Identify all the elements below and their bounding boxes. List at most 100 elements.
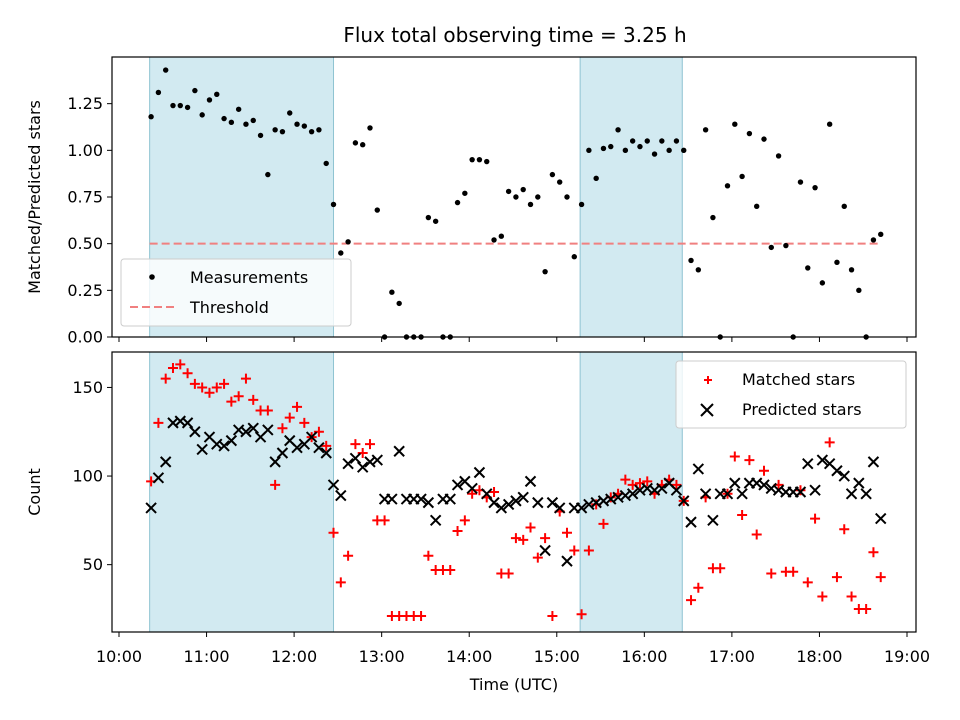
shaded-interval-2 [579, 56, 683, 338]
matched-star-point [561, 527, 572, 538]
matched-star-point [343, 550, 354, 561]
measurement-point [484, 158, 490, 165]
measurement-point [681, 147, 687, 154]
matched-star-point [788, 566, 799, 577]
x-tick-label: 14:00 [446, 647, 492, 666]
measurement-point [359, 142, 366, 148]
predicted-star-point [429, 514, 442, 527]
predicted-star-point [327, 479, 340, 491]
predicted-star-point [371, 454, 383, 466]
matched-star-point [262, 405, 273, 416]
measurement-point [265, 171, 271, 178]
predicted-star-point [481, 488, 493, 500]
measurement-point [214, 91, 220, 98]
matched-star-point [868, 547, 879, 558]
measurement-point [206, 97, 213, 103]
measurement-point [637, 143, 643, 150]
bottom-y-axis-label: Count [25, 468, 44, 516]
measurement-point [564, 194, 570, 200]
predicted-star-point [181, 417, 194, 429]
legend-predicted-label: Predicted stars [742, 400, 862, 419]
measurement-point [783, 242, 789, 249]
y-tick-label: 0.00 [67, 328, 103, 347]
x-tick-label: 16:00 [621, 647, 667, 666]
matched-star-point [642, 476, 653, 487]
bottom-legend-box [675, 360, 907, 429]
top-y-ticks: 0.00 0.25 0.50 0.75 1.00 1.25 [67, 94, 112, 347]
measurement-point [870, 237, 877, 243]
matched-star-point [167, 362, 178, 373]
predicted-star-point [670, 484, 683, 496]
measurement-point [848, 267, 855, 273]
y-tick-label: 0.50 [67, 234, 103, 253]
matched-star-point [831, 572, 842, 583]
predicted-star-point [313, 441, 325, 454]
measurement-point [199, 112, 205, 118]
predicted-star-point [291, 441, 303, 454]
measurement-point [323, 160, 329, 167]
matched-star-point [737, 510, 748, 521]
measurement-point [148, 114, 154, 120]
legend-predicted-marker [700, 403, 714, 417]
matched-star-point [824, 437, 835, 448]
matched-star-point [335, 577, 346, 588]
matched-star-point [423, 550, 434, 561]
measurement-point [177, 102, 183, 109]
predicted-star-point [802, 457, 814, 470]
predicted-star-point [495, 502, 508, 514]
matched-star-point [766, 568, 777, 579]
matched-star-point [328, 527, 339, 538]
measurement-point [498, 233, 505, 239]
measurement-point [272, 127, 278, 133]
measurement-point [761, 136, 767, 142]
matched-star-point [817, 591, 828, 602]
y-tick-label: 1.25 [67, 94, 103, 113]
predicted-star-point [794, 486, 807, 498]
predicted-star-point [809, 484, 821, 496]
measurement-point [170, 102, 176, 109]
matched-star-point [671, 479, 682, 490]
matched-star-point [211, 382, 222, 393]
predicted-star-point [656, 482, 668, 495]
measurement-point [462, 190, 468, 196]
matched-star-point [510, 533, 521, 544]
measurement-point [856, 287, 862, 294]
matched-star-point [620, 474, 631, 485]
matched-star-point [248, 394, 259, 405]
measurement-point [287, 110, 293, 116]
predicted-star-point [707, 514, 719, 527]
predicted-star-point [488, 496, 500, 509]
predicted-star-point [422, 496, 435, 509]
legend-measurements-marker [149, 274, 155, 280]
legend-threshold-label: Threshold [189, 298, 269, 317]
measurement-point [622, 147, 629, 154]
measurement-point [739, 173, 745, 180]
top-x-ticks [118, 337, 908, 342]
matched-star-point [861, 603, 872, 614]
measurement-point [505, 188, 512, 195]
measurement-point [520, 186, 526, 193]
matched-star-point [219, 378, 230, 389]
predicted-star-point [466, 482, 478, 495]
matched-star-point [364, 439, 375, 450]
predicted-star-point [699, 488, 712, 500]
measurement-point [615, 127, 621, 133]
matched-star-point [204, 387, 215, 398]
matched-star-point [277, 423, 288, 434]
matched-star-point [416, 611, 427, 622]
measurement-point [527, 201, 534, 208]
predicted-star-point [561, 555, 573, 567]
matched-star-point [751, 529, 762, 540]
bottom-markers [145, 359, 887, 622]
measurement-point [301, 123, 308, 129]
matched-star-point [744, 455, 755, 466]
y-tick-label: 0.75 [67, 188, 103, 207]
predicted-star-point [553, 502, 566, 514]
measurement-point [184, 104, 191, 111]
measurement-point [338, 250, 344, 256]
x-tick-label: 15:00 [534, 647, 580, 666]
matched-star-point [802, 577, 813, 588]
top-y-axis-label: Matched/Predicted stars [25, 100, 44, 294]
measurement-point [155, 89, 162, 96]
